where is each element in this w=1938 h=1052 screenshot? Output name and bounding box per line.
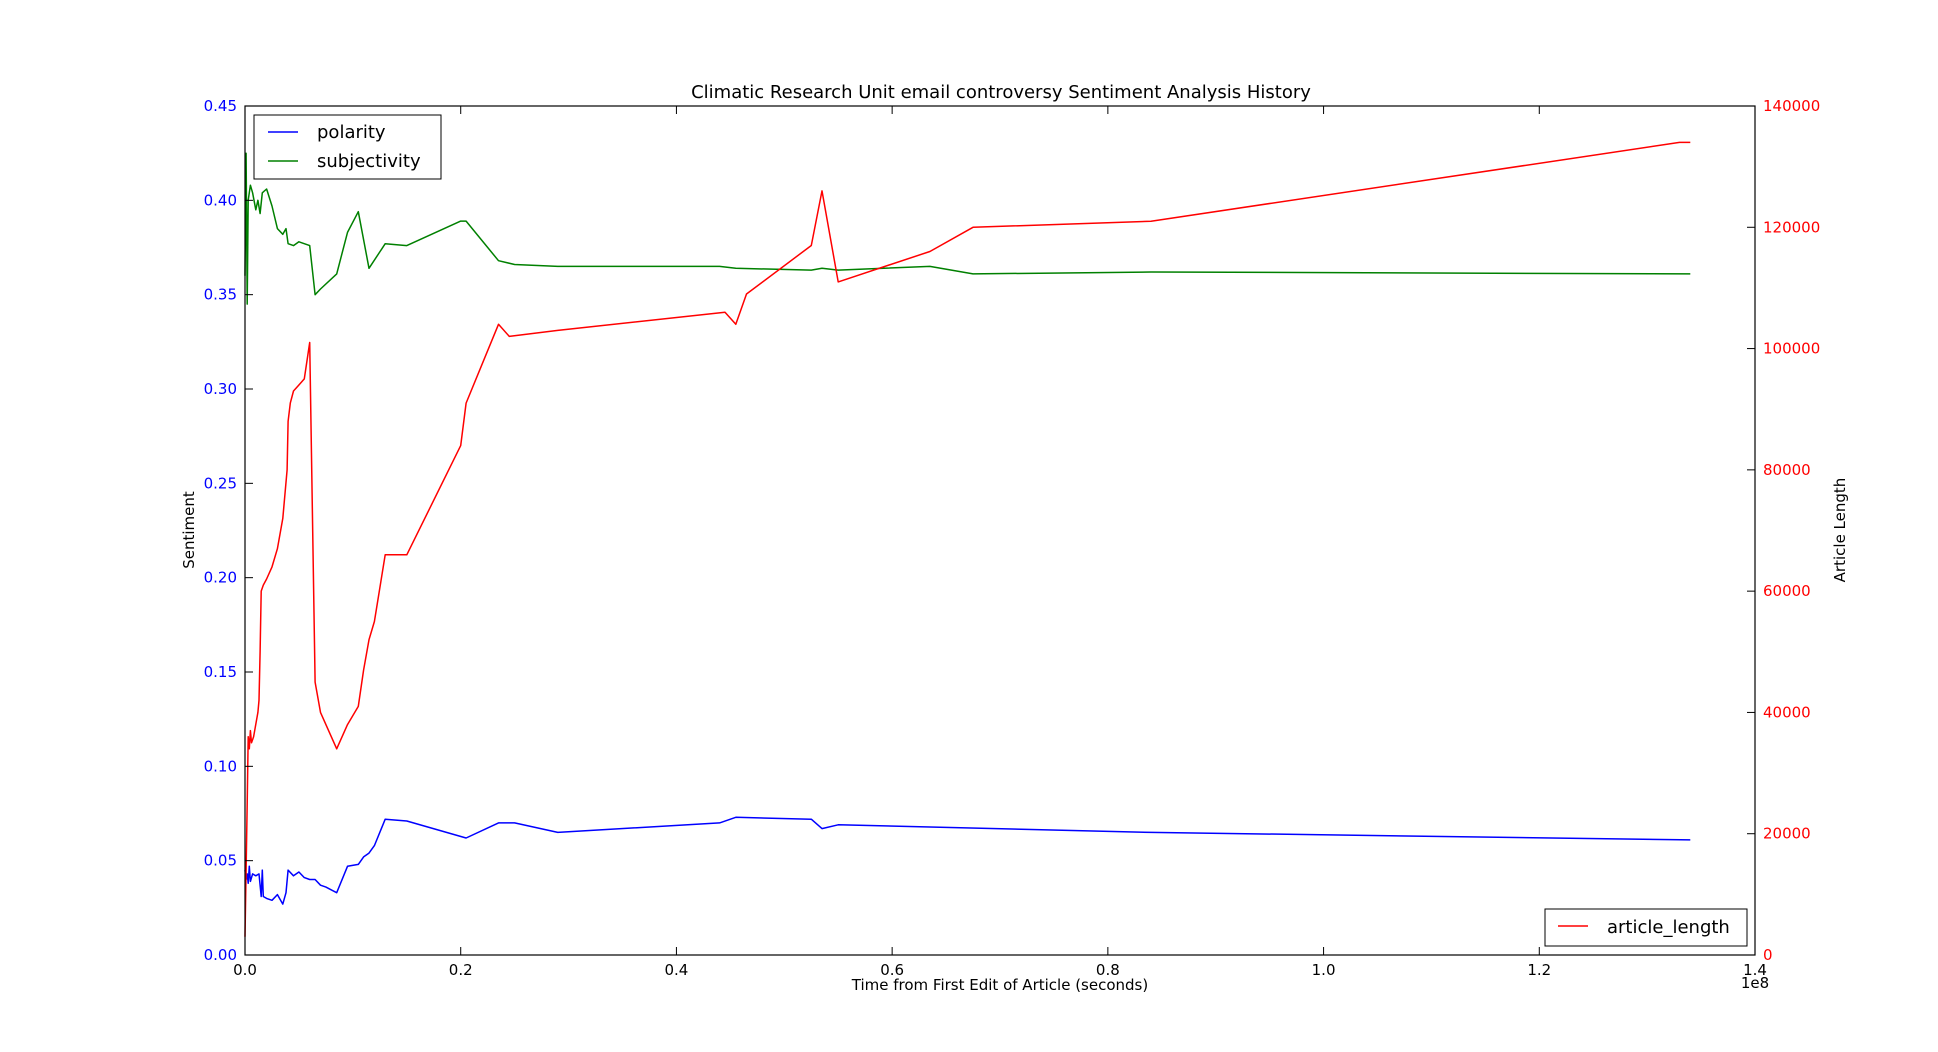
y-left-tick-label: 0.05 — [204, 852, 237, 870]
y-right-tick-label: 120000 — [1763, 218, 1820, 236]
x-axis: 0.0 0.2 0.4 0.6 0.8 1.0 1.2 1.4 — [233, 106, 1767, 979]
y-axis-left: 0.00 0.05 0.10 0.15 0.20 0.25 0.30 0.35 0.40 0.45 — [204, 97, 253, 964]
y-right-tick-label: 60000 — [1763, 582, 1811, 600]
x-tick-label: 0.8 — [1096, 961, 1120, 979]
y-left-tick-label: 0.45 — [204, 97, 237, 115]
chart-title: Climatic Research Unit email controversy… — [691, 82, 1311, 103]
y-left-tick-label: 0.15 — [204, 663, 237, 681]
y-left-tick-label: 0.10 — [204, 757, 237, 775]
x-tick-label: 0.0 — [233, 961, 257, 979]
x-offset-label: 1e8 — [1741, 974, 1769, 992]
x-tick-label: 1.4 — [1743, 961, 1767, 979]
legend-polarity-label: polarity — [317, 122, 386, 143]
series-layer — [244, 141, 1691, 937]
y-axis-label-left: Sentiment — [180, 491, 198, 569]
y-left-tick-label: 0.25 — [204, 474, 237, 492]
y-right-tick-label: 140000 — [1763, 97, 1820, 115]
y-left-tick-label: 0.20 — [204, 569, 237, 587]
series-line-polarity — [244, 816, 1691, 905]
legend-right-box — [1544, 908, 1748, 947]
x-tick-label: 0.4 — [664, 961, 688, 979]
y-left-tick-label: 0.35 — [204, 286, 237, 304]
y-axis-label-right: Article Length — [1831, 478, 1849, 583]
legend-left-box — [253, 114, 442, 180]
x-tick-label: 0.2 — [449, 961, 473, 979]
legend-subjectivity-label: subjectivity — [317, 151, 421, 172]
y-right-tick-label: 80000 — [1763, 461, 1811, 479]
plot-frame — [244, 105, 1756, 956]
y-right-tick-label: 100000 — [1763, 340, 1820, 358]
y-left-tick-label: 0.00 — [204, 946, 237, 964]
x-tick-label: 0.6 — [880, 961, 904, 979]
series-line-article-length — [244, 141, 1691, 937]
series-line-subjectivity — [244, 152, 1691, 305]
x-axis-label: Time from First Edit of Article (seconds… — [851, 976, 1148, 994]
y-right-tick-label: 20000 — [1763, 825, 1811, 843]
y-right-tick-label: 0 — [1763, 946, 1773, 964]
legend-article-length-label: article_length — [1607, 917, 1730, 938]
x-tick-label: 1.0 — [1312, 961, 1336, 979]
y-left-tick-label: 0.30 — [204, 380, 237, 398]
legend-right: article_length — [1544, 908, 1748, 947]
y-right-tick-label: 40000 — [1763, 703, 1811, 721]
y-left-tick-label: 0.40 — [204, 191, 237, 209]
y-axis-right: 0 20000 40000 60000 80000 100000 120000 140000 — [1747, 97, 1820, 964]
legend-left: polarity subjectivity — [253, 114, 442, 180]
x-tick-label: 1.2 — [1527, 961, 1551, 979]
